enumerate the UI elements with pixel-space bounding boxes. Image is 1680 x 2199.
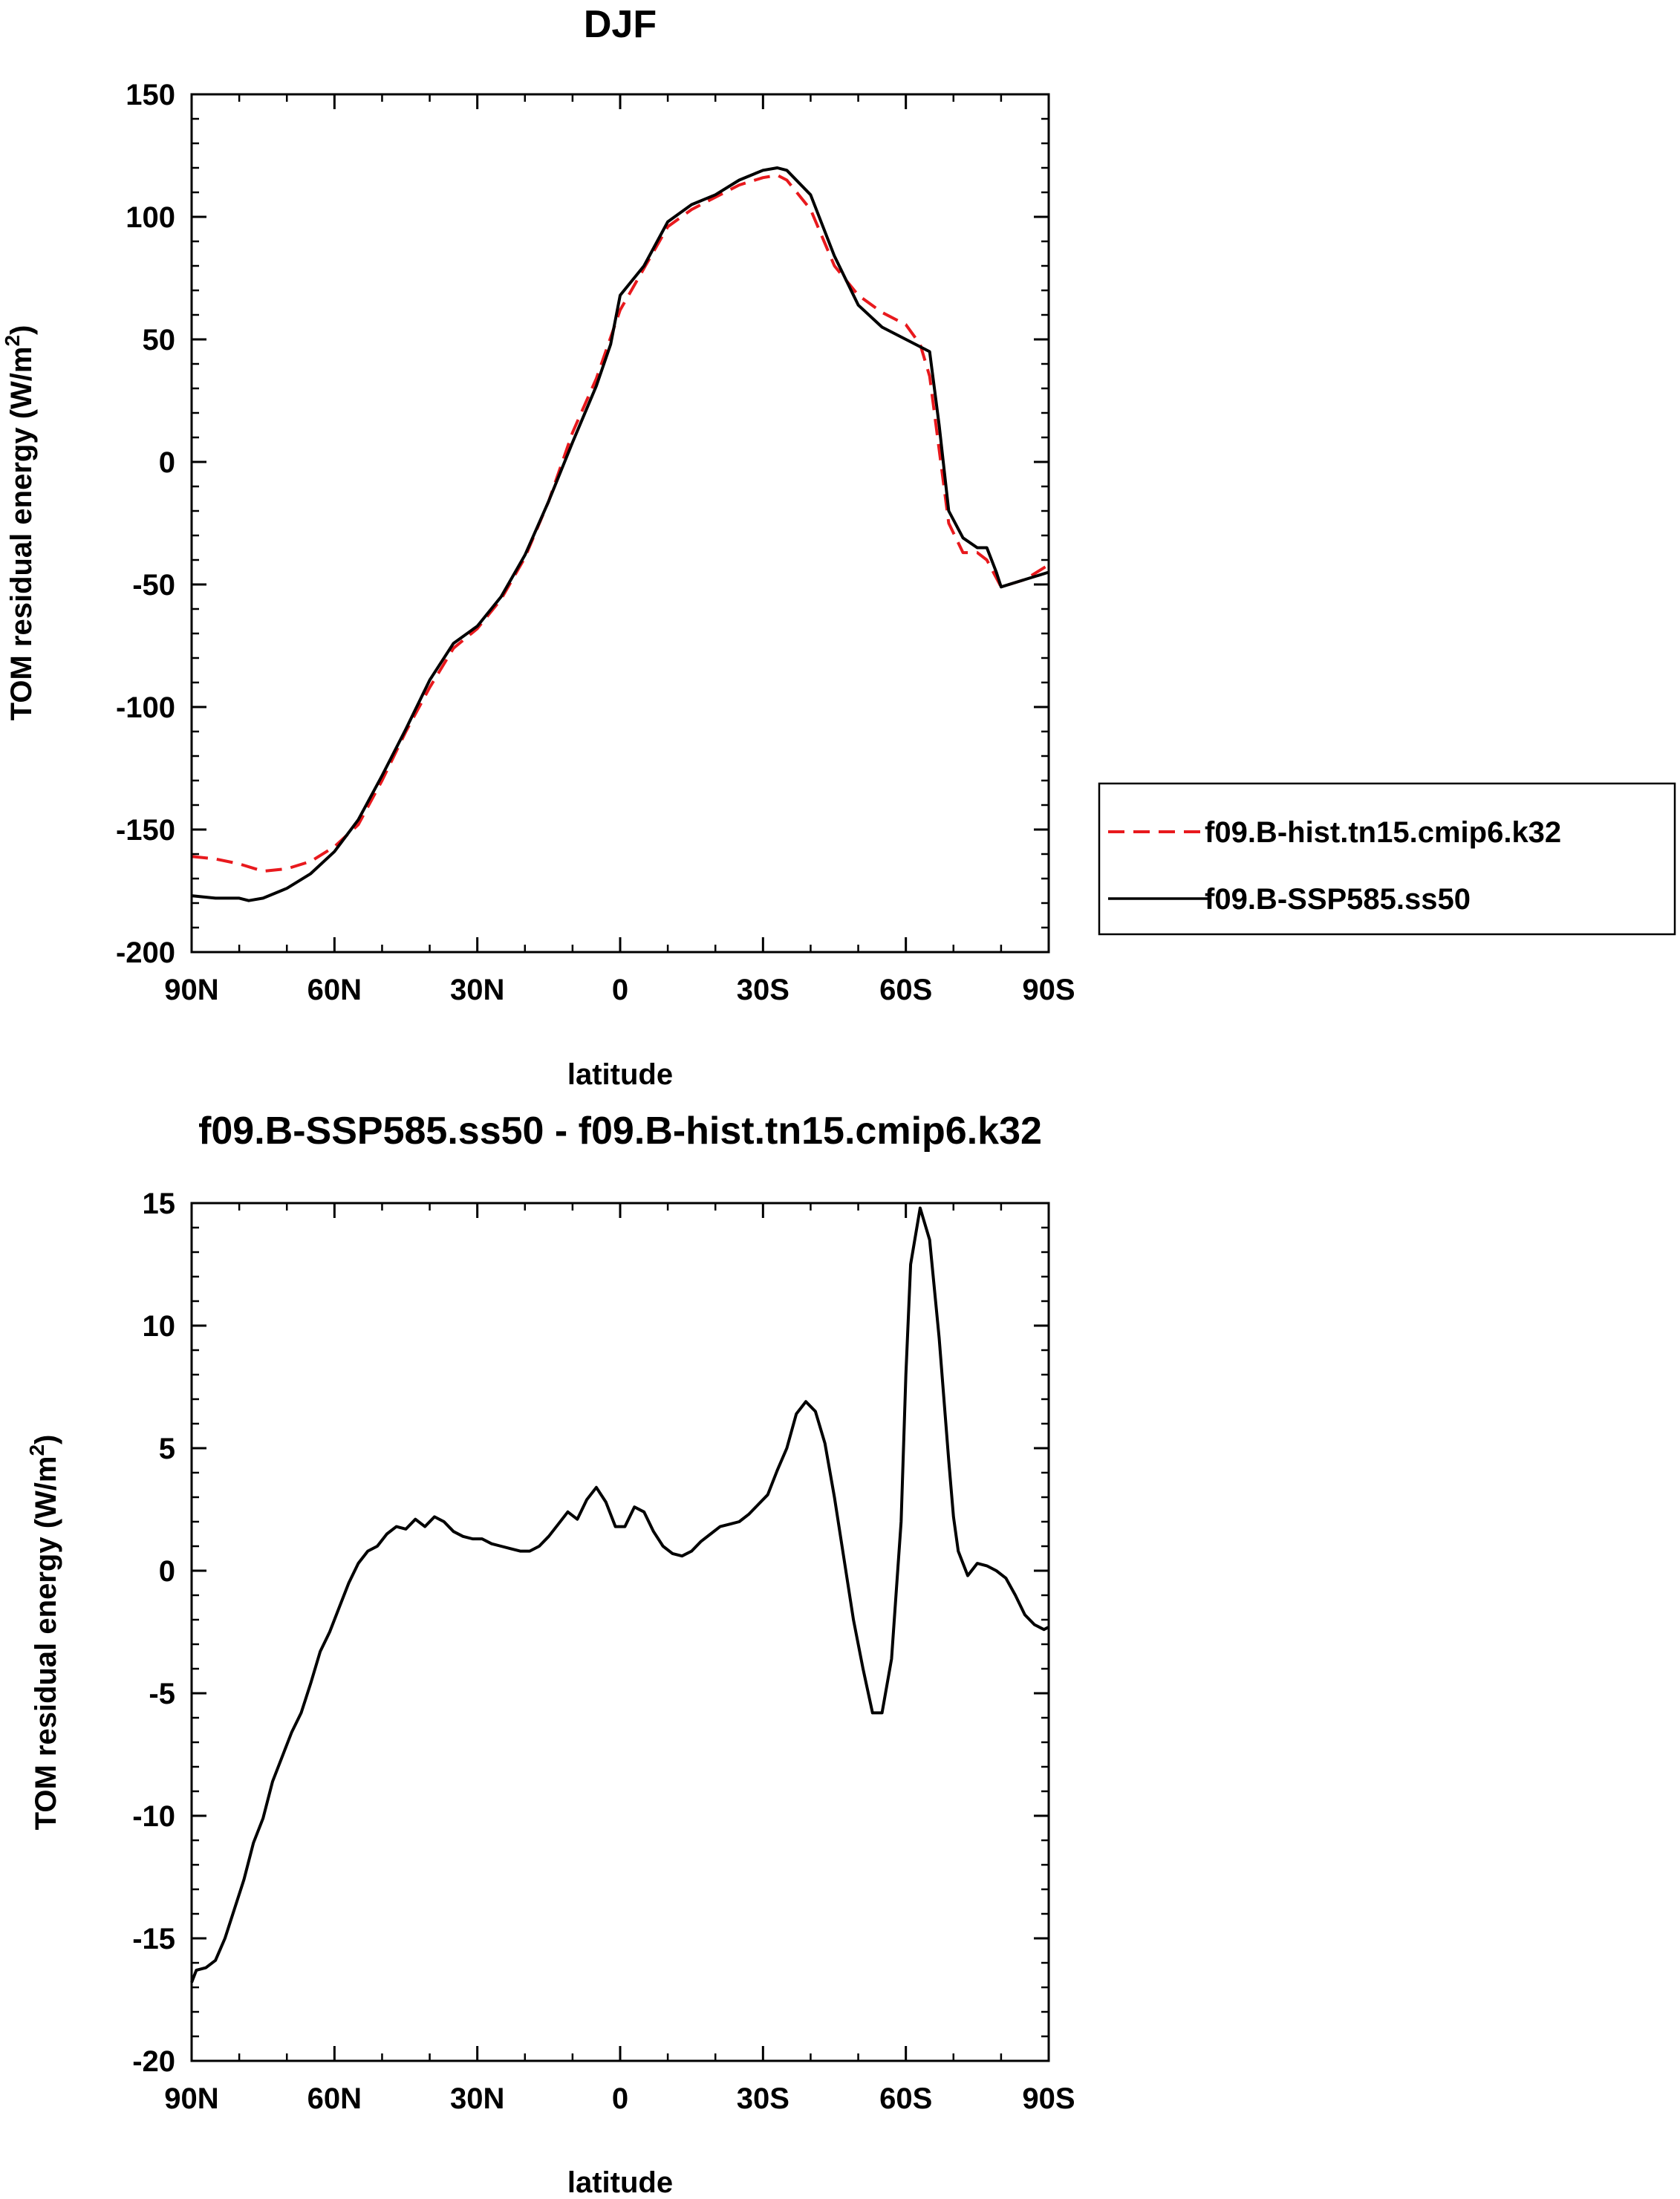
legend-label-hist: f09.B-hist.tn15.cmip6.k32 (1205, 816, 1561, 849)
series-line-f09-b-hist-tn15-cmip6-k32 (191, 173, 1050, 873)
x-tick-label: 30S (737, 974, 789, 1006)
x-tick-label: 60N (307, 2082, 362, 2115)
top-plot-frame (190, 93, 1050, 954)
x-tick-label: 60S (879, 2082, 932, 2115)
top-chart: DJF 90N 60N 30N 0 30S 60S 90S -200 -150 -100 -50 0 5… (1, 3, 1676, 1091)
x-tick-label: 0 (612, 974, 628, 1006)
series-line-difference (190, 1206, 1049, 1984)
series-line-f09-b-ssp585-ss50 (191, 166, 1049, 902)
y-tick-label: -10 (132, 1800, 175, 1833)
top-y-axis-label: TOM residual energy (W/m2) (1, 325, 38, 721)
x-tick-label: 60N (307, 974, 362, 1006)
x-tick-label: 30S (737, 2082, 789, 2115)
y-tick-label: 150 (126, 79, 175, 111)
y-tick-label: -100 (116, 691, 175, 724)
bottom-y-axis-label: TOM residual energy (W/m2) (25, 1435, 62, 1831)
top-x-axis-label: latitude (567, 1058, 673, 1091)
y-tick-label: -15 (132, 1923, 175, 1955)
x-tick-label: 0 (612, 2082, 628, 2115)
y-tick-label: 10 (143, 1310, 176, 1343)
bottom-chart: f09.B-SSP585.ss50 - f09.B-hist.tn15.cmip… (25, 1110, 1075, 2199)
bottom-x-axis-label: latitude (567, 2166, 673, 2199)
x-tick-label: 60S (879, 974, 932, 1006)
bottom-plot-frame (190, 1202, 1050, 2062)
legend-label-ssp585: f09.B-SSP585.ss50 (1205, 883, 1471, 916)
x-tick-label: 90S (1022, 974, 1075, 1006)
x-tick-label: 90N (164, 2082, 218, 2115)
y-tick-label: 100 (126, 201, 175, 234)
y-tick-label: 0 (159, 1555, 175, 1588)
y-tick-label: 15 (143, 1188, 176, 1220)
y-tick-label: -150 (116, 814, 175, 847)
x-tick-label: 30N (450, 2082, 504, 2115)
y-tick-label: 5 (159, 1433, 175, 1465)
legend-box (1098, 782, 1676, 936)
y-tick-label: -50 (132, 569, 175, 602)
y-tick-label: 50 (143, 324, 176, 356)
x-tick-label: 90N (164, 974, 218, 1006)
y-tick-label: -200 (116, 936, 175, 969)
x-tick-label: 90S (1022, 2082, 1075, 2115)
y-tick-label: 0 (159, 446, 175, 479)
legend: f09.B-hist.tn15.cmip6.k32 f09.B-SSP585.s… (1098, 782, 1676, 936)
y-tick-label: -20 (132, 2045, 175, 2078)
bottom-chart-title: f09.B-SSP585.ss50 - f09.B-hist.tn15.cmip… (198, 1110, 1042, 1153)
y-tick-label: -5 (149, 1678, 175, 1710)
top-chart-title: DJF (584, 3, 657, 46)
x-tick-label: 30N (450, 974, 504, 1006)
